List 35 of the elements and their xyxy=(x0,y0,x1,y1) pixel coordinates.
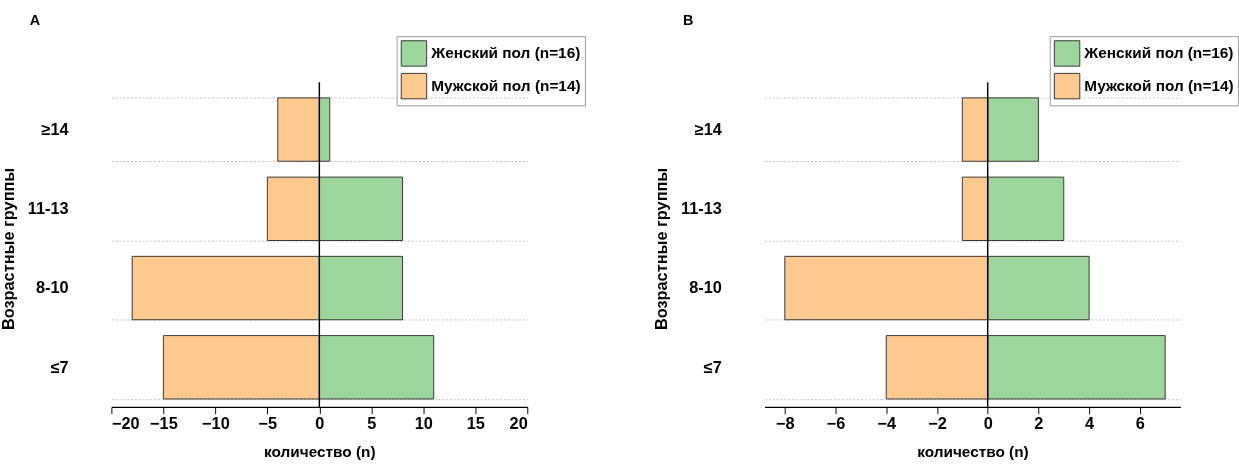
y-tick-label: 8-10 xyxy=(36,278,69,297)
x-tick-label: 2 xyxy=(1034,413,1044,432)
x-tick-label: −4 xyxy=(877,413,897,432)
x-tick-label: 20 xyxy=(509,413,528,432)
legend-label: Мужской пол (n=14) xyxy=(431,76,581,94)
x-tick-label: 15 xyxy=(466,413,485,432)
x-tick-label: 0 xyxy=(315,413,325,432)
x-tick-label: −2 xyxy=(928,413,947,432)
y-tick-label: ≥14 xyxy=(694,119,722,138)
y-tick-label: ≤7 xyxy=(50,357,69,376)
text: A xyxy=(29,12,41,29)
y-axis-title: Возрастные группы xyxy=(652,167,671,331)
x-tick-label: 0 xyxy=(983,413,993,432)
text: B xyxy=(682,12,694,29)
y-tick-label: ≤7 xyxy=(703,357,722,376)
y-tick-label: 11-13 xyxy=(27,199,69,218)
legend-label: Женский пол (n=16) xyxy=(1083,44,1234,62)
y-tick-label: 8-10 xyxy=(689,278,722,297)
x-tick-label: −6 xyxy=(826,413,846,432)
y-tick-label: 11-13 xyxy=(680,199,722,218)
y-axis-title: Возрастные группы xyxy=(0,167,18,331)
x-axis-title: количество (n) xyxy=(917,443,1029,461)
x-axis-title: количество (n) xyxy=(264,443,376,461)
y-tick-label: ≥14 xyxy=(41,119,69,138)
x-tick-label: 6 xyxy=(1135,413,1145,432)
x-tick-label: −10 xyxy=(202,413,230,432)
x-tick-label: 5 xyxy=(367,413,377,432)
x-tick-label: −20 xyxy=(111,413,140,432)
legend-label: Мужской пол (n=14) xyxy=(1084,76,1234,94)
legend-label: Женский пол (n=16) xyxy=(430,44,581,62)
x-tick-label: −5 xyxy=(258,413,278,432)
x-tick-label: 10 xyxy=(414,413,433,432)
x-tick-label: −8 xyxy=(775,413,795,432)
x-tick-label: 4 xyxy=(1085,413,1095,432)
x-tick-label: −15 xyxy=(150,413,178,432)
